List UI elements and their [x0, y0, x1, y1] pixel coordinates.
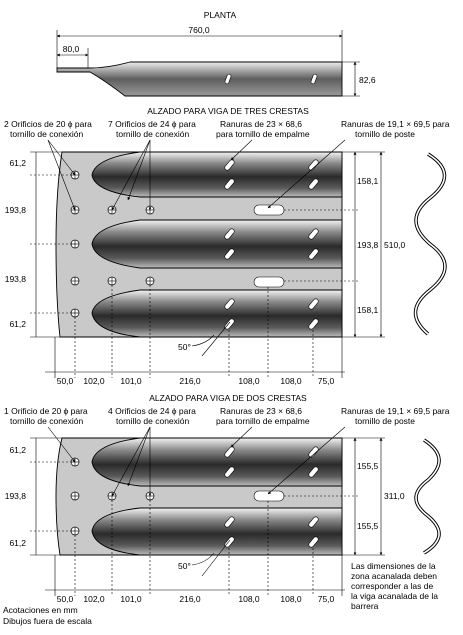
three-callout-conn-7-line2: tornillo de conexión: [116, 129, 190, 139]
three-left-dim-3: 193,8: [5, 274, 27, 284]
plan-depth-label: 82,6: [359, 75, 376, 85]
two-beam-splice-slots: [224, 446, 319, 548]
three-callout-splice-line2: para tornillo de empalme: [216, 129, 310, 139]
two-left-dim-1: 61,2: [9, 445, 26, 455]
three-beam-post-slots: [253, 204, 285, 288]
plan-lap-label: 80,0: [63, 44, 80, 54]
three-bottom-dim-7: 75,0: [318, 376, 335, 386]
three-beam-splice-slots: [224, 159, 319, 330]
two-beam-post-slots: [253, 490, 285, 502]
three-left-dim-2: 193,8: [5, 205, 27, 215]
three-beam-crest-middle: [91, 219, 343, 269]
profile-note-line-1: Las dimensiones de la: [351, 561, 436, 571]
two-bottom-dim-3: 101,0: [120, 594, 142, 604]
three-beam-bottom-dimensions: [45, 285, 345, 378]
two-beam-right-dimensions: [284, 437, 385, 556]
two-beam-title: ALZADO PARA VIGA DE DOS CRESTAS: [149, 393, 307, 403]
two-bottom-dim-6: 108,0: [280, 594, 302, 604]
two-left-dim-3: 61,2: [9, 538, 26, 548]
three-callout-conn-7: 7 Orificios de 24 ϕ para: [108, 119, 196, 129]
three-callout-splice: Ranuras de 23 × 68,6: [220, 119, 302, 129]
three-bottom-dim-3: 101,0: [120, 376, 142, 386]
two-angle-line: [201, 539, 231, 577]
two-height-label: 311,0: [384, 491, 405, 501]
profile-note-line-3: corresponder a las de: [351, 581, 433, 591]
three-bottom-dim-4: 216,0: [179, 376, 201, 386]
three-right-dim-3: 158,1: [357, 305, 379, 315]
three-callout-post-line2: tornillo de poste: [355, 129, 415, 139]
two-callout-conn-4-line2: tornillo de conexión: [116, 416, 190, 426]
three-beam-left-dimensions: [30, 151, 75, 338]
two-angle-arc: [191, 552, 215, 566]
two-callout-conn-1: 1 Orificio de 20 ϕ para: [4, 406, 88, 416]
three-beam-callouts: 2 Orificios de 20 ϕ para tornillo de con…: [4, 119, 450, 139]
two-beam-leaders: [47, 426, 346, 497]
three-bottom-dim-1: 50,0: [57, 376, 74, 386]
two-bottom-dim-2: 102,0: [83, 594, 105, 604]
three-bottom-dim-5: 108,0: [238, 376, 260, 386]
units-note-line-2: Dibujos fuera de escala: [3, 616, 92, 626]
two-right-dim-2: 155,5: [357, 521, 379, 531]
two-right-dim-1: 155,5: [357, 461, 379, 471]
profile-note-line-4: la viga acanalada de la: [351, 591, 438, 601]
two-callout-conn-4: 4 Orificios de 24 ϕ para: [108, 406, 196, 416]
three-beam-leaders: [47, 139, 346, 211]
two-callout-conn-1-line2: tornillo de conexión: [10, 416, 84, 426]
two-left-dim-2: 193,8: [5, 491, 27, 501]
three-beam-profile-inner: [414, 153, 446, 335]
two-bottom-dim-1: 50,0: [57, 594, 74, 604]
two-bottom-dim-7: 75,0: [318, 594, 335, 604]
two-callout-splice-line2: para tornillo de empalme: [216, 416, 310, 426]
two-callout-splice: Ranuras de 23 × 68,6: [220, 406, 302, 416]
two-bottom-dim-4: 216,0: [179, 594, 201, 604]
three-right-dim-1: 158,1: [357, 176, 379, 186]
two-beam-bottom-dimensions: [45, 500, 345, 596]
three-bottom-dim-2: 102,0: [83, 376, 105, 386]
two-beam-profile-inner: [415, 439, 440, 554]
three-left-dim-4: 61,2: [9, 319, 26, 329]
two-callout-post-line2: tornillo de poste: [355, 416, 415, 426]
two-callout-post: Ranuras de 19,1 × 69,5 para: [341, 406, 450, 416]
three-angle-arc: [191, 334, 215, 347]
plan-length-label: 760,0: [188, 25, 210, 35]
two-beam-crest-top: [91, 437, 343, 487]
two-beam-callouts: 1 Orificio de 20 ϕ para tornillo de cone…: [4, 406, 450, 426]
plan-view-beam: [56, 61, 343, 97]
three-right-dim-2: 193,8: [357, 240, 379, 250]
profile-note-line-5: barrera: [351, 601, 379, 611]
plan-slots: [224, 73, 318, 85]
units-note: Acotaciones en mm Dibujos fuera de escal…: [3, 605, 92, 626]
two-bottom-dim-5: 108,0: [238, 594, 260, 604]
profile-note-line-2: zona acanalada deben: [351, 571, 437, 581]
three-angle-label: 50°: [178, 342, 191, 352]
plan-title: PLANTA: [204, 10, 237, 20]
three-callout-conn-2-line2: tornillo de conexión: [10, 129, 84, 139]
three-callout-conn-2: 2 Orificios de 20 ϕ para: [4, 119, 92, 129]
three-beam-right-dimensions: [284, 151, 385, 338]
three-angle-line: [201, 321, 231, 357]
three-height-label: 510,0: [384, 240, 406, 250]
two-angle-label: 50°: [178, 561, 191, 571]
profile-note: Las dimensiones de la zona acanalada deb…: [351, 561, 438, 611]
three-left-dim-1: 61,2: [9, 158, 26, 168]
three-beam-crest-bottom: [91, 289, 343, 338]
two-beam-profile: [414, 438, 441, 555]
three-beam-crest-top: [91, 151, 343, 198]
units-note-line-1: Acotaciones en mm: [3, 605, 78, 615]
two-beam-crest-bottom: [91, 507, 343, 556]
three-callout-post: Ranuras de 19,1 × 69,5 para: [341, 119, 450, 129]
three-bottom-dim-6: 108,0: [280, 376, 302, 386]
three-beam-title: ALZADO PARA VIGA DE TRES CRESTAS: [147, 106, 309, 116]
